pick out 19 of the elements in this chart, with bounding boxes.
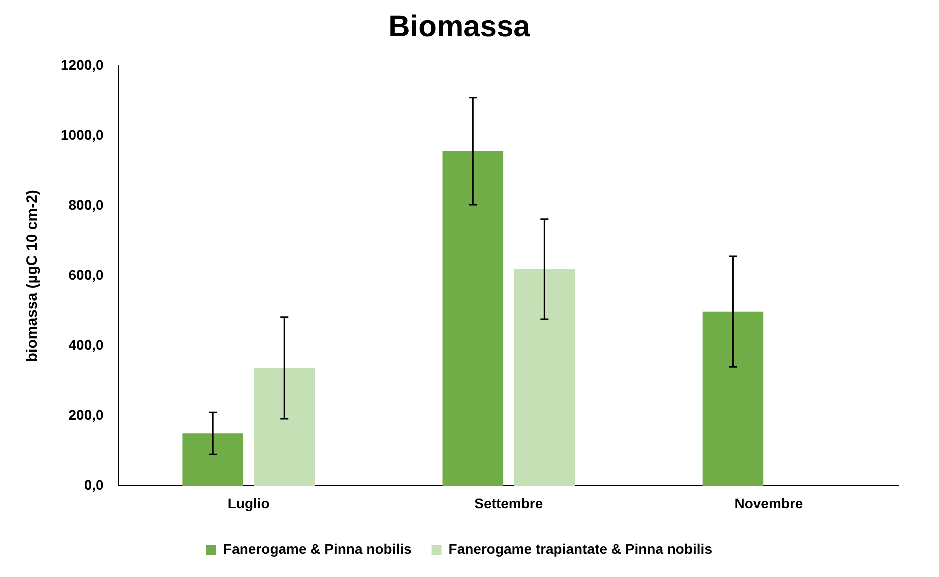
- bar: [442, 151, 504, 486]
- bar: [514, 269, 576, 486]
- x-tick-label: Novembre: [734, 495, 804, 512]
- y-tick-label: 0,0: [84, 477, 104, 494]
- y-tick-label: 400,0: [68, 336, 104, 353]
- chart-title: Biomassa: [388, 10, 531, 44]
- y-tick-label: 800,0: [68, 196, 104, 213]
- y-axis-title: biomassa (µgC 10 cm-2): [24, 190, 42, 362]
- y-tick-label: 1000,0: [60, 126, 104, 143]
- y-tick-label: 200,0: [68, 407, 104, 424]
- x-tick-label: Settembre: [474, 495, 544, 512]
- bar: [254, 368, 316, 486]
- bar: [702, 312, 764, 486]
- bar: [182, 434, 244, 486]
- legend-label: Fanerogame trapiantate & Pinna nobilis: [448, 540, 713, 557]
- y-tick-label: 1200,0: [60, 56, 104, 73]
- y-tick-label: 600,0: [68, 266, 104, 283]
- x-tick-label: Luglio: [228, 495, 270, 512]
- legend-label: Fanerogame & Pinna nobilis: [224, 540, 412, 557]
